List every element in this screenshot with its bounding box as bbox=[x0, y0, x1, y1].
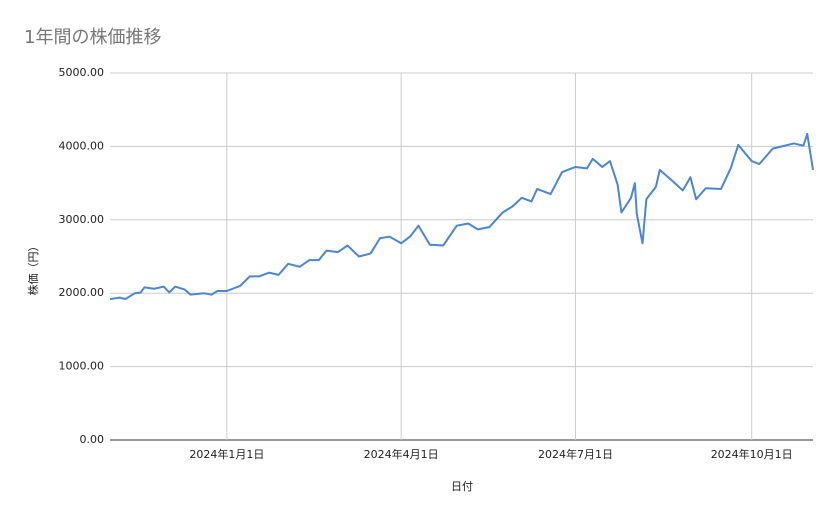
y-tick-label: 2000.00 bbox=[59, 286, 105, 299]
y-tick-label: 0.00 bbox=[80, 433, 105, 446]
chart-title: 1年間の株価推移 bbox=[24, 27, 161, 48]
x-tick-label: 2024年7月1日 bbox=[538, 447, 613, 461]
y-tick-label: 5000.00 bbox=[59, 66, 105, 79]
x-tick-label: 2024年4月1日 bbox=[364, 447, 439, 461]
y-tick-label: 1000.00 bbox=[59, 360, 105, 373]
x-tick-label: 2024年10月1日 bbox=[711, 447, 793, 461]
data-line bbox=[109, 132, 814, 301]
y-tick-label: 3000.00 bbox=[59, 213, 105, 226]
x-axis-label: 日付 bbox=[451, 480, 473, 493]
y-axis-label: 株価（円） bbox=[26, 241, 40, 296]
y-tick-label: 4000.00 bbox=[59, 139, 105, 152]
x-tick-label: 2024年1月1日 bbox=[189, 447, 264, 461]
